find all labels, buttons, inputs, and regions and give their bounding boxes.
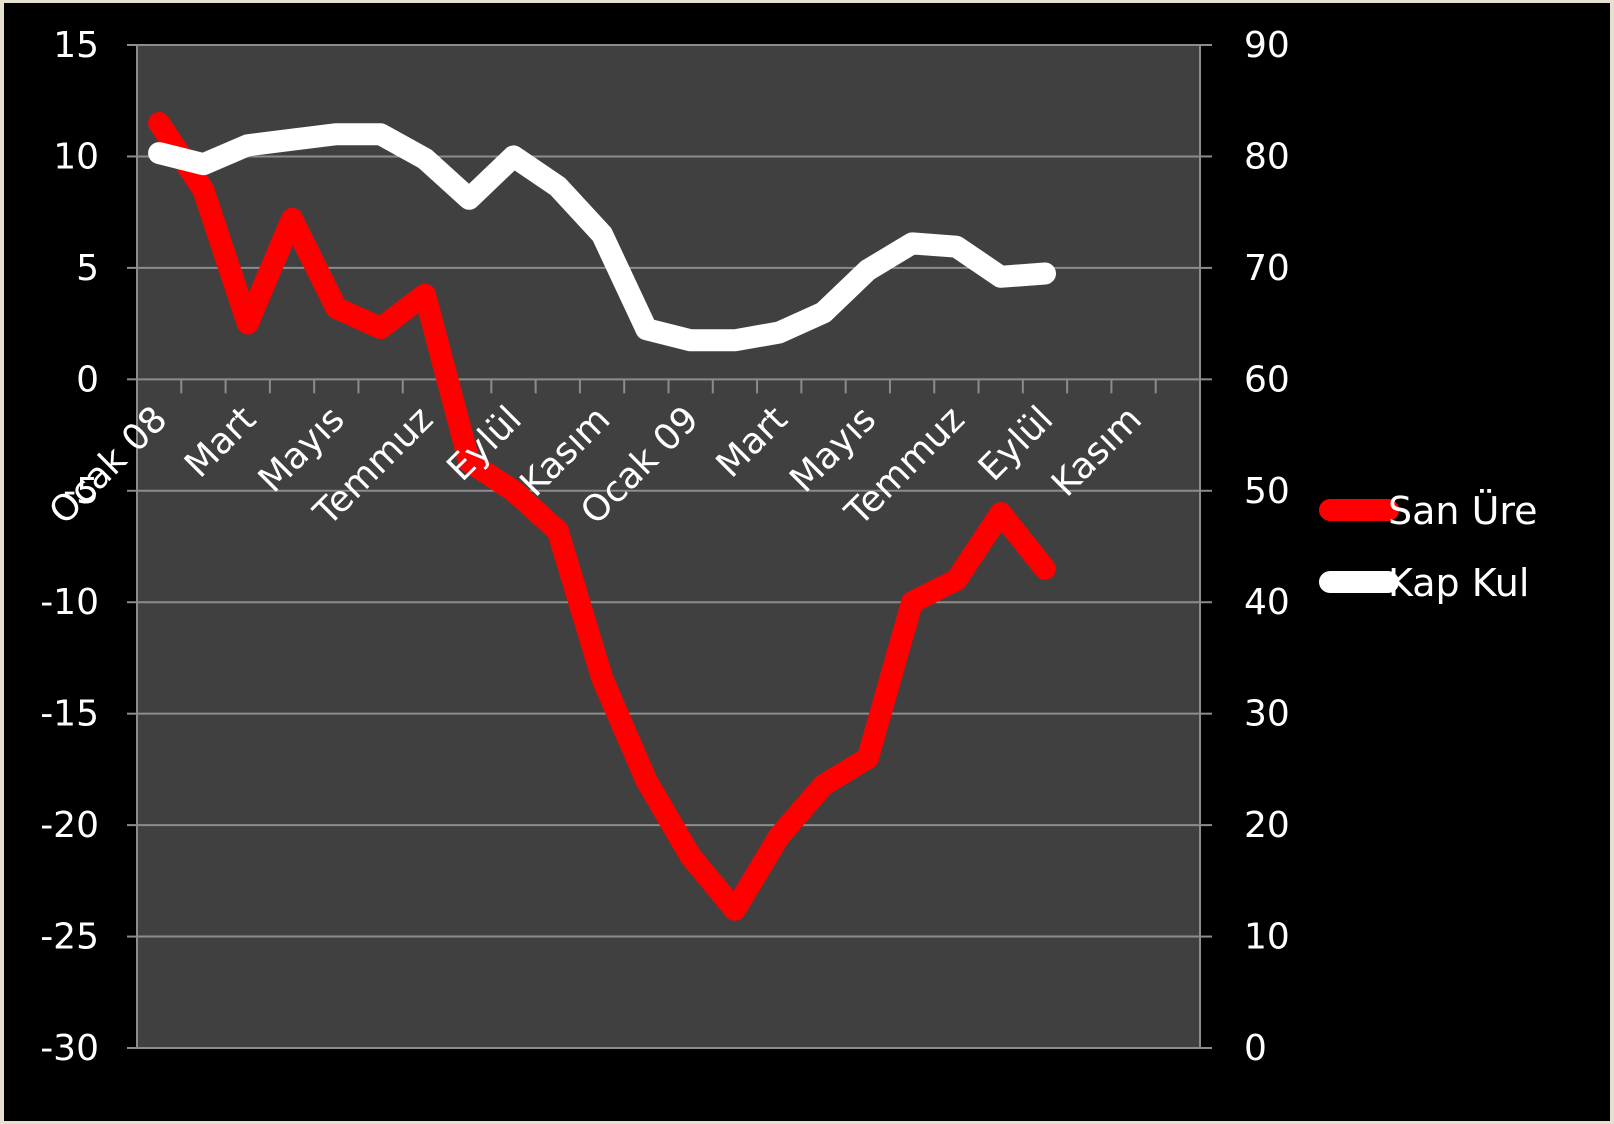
legend-label: San Üre [1388, 489, 1538, 533]
line-chart: 151050-5-10-15-20-25-3090807060504030201… [40, 25, 1538, 1069]
left-axis-tick-label: 0 [76, 359, 99, 400]
left-axis-tick-label: -30 [40, 1028, 99, 1069]
series-line [148, 112, 1056, 921]
chart-frame: 15 10 5 0 -5 -10 -15 -20 -25 -30 90 80 70 60 50 40 30 20 1… [4, 3, 1610, 1121]
left-axis-tick-label: -5 [63, 471, 99, 512]
right-axis-tick-label: 10 [1244, 917, 1290, 958]
legend-label: Kap Kul [1388, 561, 1529, 605]
right-axis-tick-label: 60 [1244, 359, 1290, 400]
right-axis-tick-label: 50 [1244, 471, 1290, 512]
series-lines [148, 112, 1056, 921]
left-axis-tick-label: 10 [53, 136, 99, 177]
left-axis-tick-label: 15 [53, 25, 99, 66]
right-axis-tick-label: 70 [1244, 248, 1290, 289]
left-axis-tick-label: -25 [40, 917, 99, 958]
right-axis-tick-label: 30 [1244, 694, 1290, 735]
right-axis-tick-label: 20 [1244, 805, 1290, 846]
legend: San Üre Kap Kul [1319, 489, 1538, 605]
left-axis-tick-label: -20 [40, 805, 99, 846]
series-line [148, 123, 1056, 352]
left-axis-tick-label: -15 [40, 694, 99, 735]
right-axis-tick-label: 80 [1244, 136, 1290, 177]
axes [127, 44, 1212, 1049]
right-axis-tick-label: 40 [1244, 582, 1290, 623]
left-axis-tick-label: 5 [76, 248, 99, 289]
left-axis-tick-label: -10 [40, 582, 99, 623]
right-axis-tick-label: 90 [1244, 25, 1290, 66]
right-axis-tick-label: 0 [1244, 1028, 1267, 1069]
